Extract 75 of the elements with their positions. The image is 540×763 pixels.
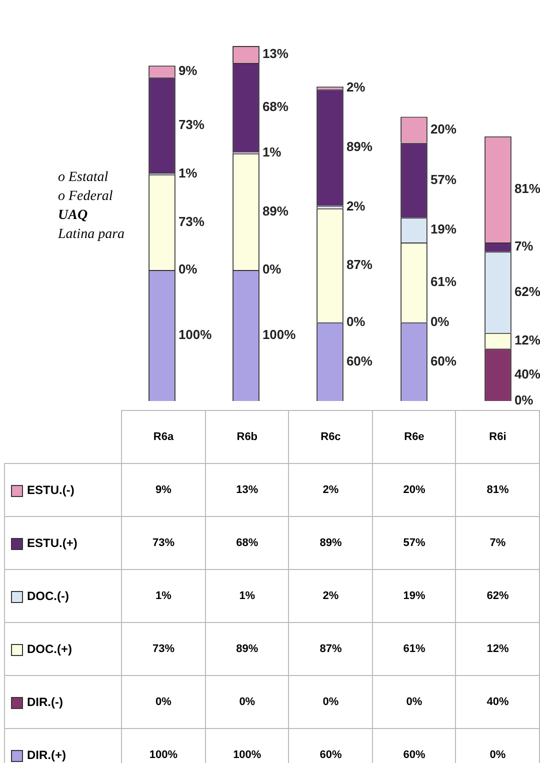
data-label: 89% — [288, 516, 372, 570]
x-tick-label: R6i — [456, 410, 540, 464]
text: 7% — [514, 238, 534, 254]
legend-label: DOC.(-) — [4, 570, 122, 622]
data-label: 60% — [288, 728, 372, 763]
data-label: 0% — [456, 728, 540, 763]
text: 60% — [346, 353, 372, 368]
text: 60% — [430, 353, 456, 368]
text: 100% — [262, 327, 296, 342]
data-label: 89% — [205, 622, 289, 676]
data-label: 87% — [288, 622, 372, 676]
text: 62% — [514, 284, 540, 299]
text: 100% — [178, 327, 212, 342]
data-label: 0% — [288, 676, 372, 728]
data-label: 0% — [122, 676, 206, 728]
data-label: 60% — [372, 728, 456, 763]
data-label: 73% — [122, 516, 206, 570]
data-label: 73% — [122, 622, 206, 676]
data-label: 81% — [456, 464, 540, 516]
text: 89% — [262, 203, 288, 218]
data-label: 9% — [122, 464, 206, 516]
x-tick-label: R6a — [122, 410, 206, 464]
text: 1% — [262, 144, 282, 160]
legend-label: DIR.(-) — [4, 676, 122, 728]
data-label: 100% — [205, 728, 289, 763]
text: 73% — [178, 214, 204, 229]
text: 0% — [262, 262, 282, 277]
text: 68% — [262, 99, 288, 114]
text: 0% — [346, 314, 366, 329]
text: 89% — [346, 139, 372, 154]
data-label: 61% — [372, 622, 456, 676]
text: 0% — [178, 262, 198, 277]
text: 40% — [514, 366, 540, 382]
text: 61% — [430, 274, 456, 290]
data-label: 2% — [288, 464, 372, 516]
data-label: 19% — [372, 570, 456, 622]
data-label: 1% — [122, 570, 206, 622]
text: 57% — [430, 172, 456, 187]
text: 19% — [430, 222, 456, 237]
text: o Federal — [58, 188, 114, 206]
text: 9% — [178, 63, 198, 78]
data-label: 2% — [288, 570, 372, 622]
text: UAQ — [58, 207, 89, 225]
text: 20% — [430, 121, 456, 136]
legend-label: ESTU.(+) — [4, 516, 122, 570]
text: 1% — [178, 165, 198, 180]
data-label: 1% — [205, 570, 289, 622]
text: 0% — [430, 314, 450, 329]
text: 0% — [514, 392, 534, 408]
data-label: 13% — [205, 464, 289, 516]
text: o Estatal — [58, 169, 110, 187]
data-label: 20% — [372, 464, 456, 516]
text: 12% — [514, 332, 540, 348]
x-tick-label: R6c — [288, 410, 372, 464]
text: 73% — [178, 116, 204, 132]
text: 2% — [346, 79, 366, 94]
x-tick-label: R6e — [372, 410, 456, 464]
text: 87% — [346, 256, 372, 272]
annotation: Latina para — [58, 226, 125, 244]
data-label: 100% — [122, 728, 206, 763]
data-label: 40% — [456, 676, 540, 728]
data-label: 12% — [456, 622, 540, 676]
text: 2% — [346, 198, 366, 214]
legend-label: DIR.(+) — [4, 728, 122, 763]
data-label: 68% — [205, 516, 289, 570]
data-label: 0% — [205, 676, 289, 728]
x-tick-label: R6b — [205, 410, 289, 464]
legend-label: DOC.(+) — [4, 622, 122, 676]
data-label: 62% — [456, 570, 540, 622]
text: 13% — [262, 46, 288, 62]
text: 81% — [514, 181, 540, 196]
data-label: 57% — [372, 516, 456, 570]
data-label: 7% — [456, 516, 540, 570]
legend-label: ESTU.(-) — [4, 464, 122, 516]
data-label: 0% — [372, 676, 456, 728]
